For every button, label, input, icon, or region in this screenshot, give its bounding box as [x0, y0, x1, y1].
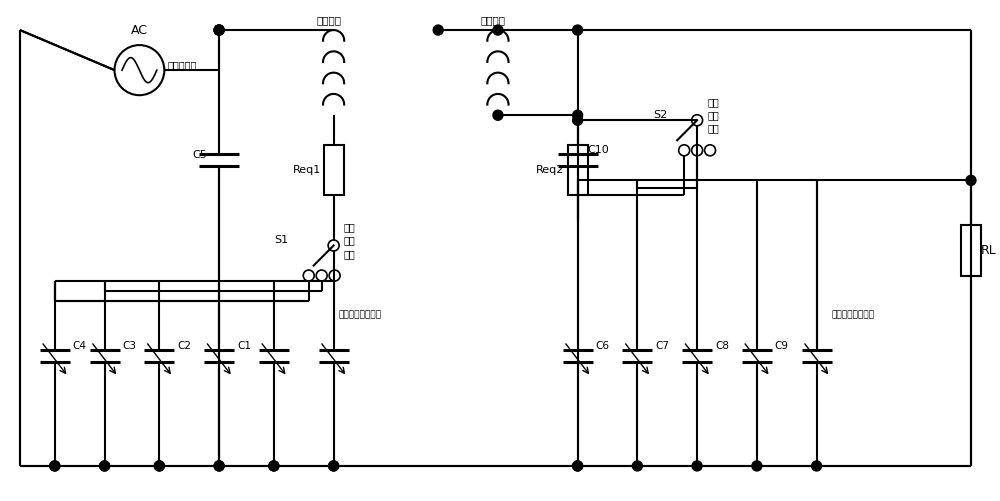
- Text: C7: C7: [655, 341, 669, 351]
- Circle shape: [269, 461, 279, 471]
- Text: S2: S2: [653, 110, 667, 120]
- Circle shape: [493, 25, 503, 35]
- Circle shape: [50, 461, 60, 471]
- Circle shape: [154, 461, 164, 471]
- Circle shape: [100, 461, 110, 471]
- Text: C3: C3: [122, 341, 136, 351]
- Text: 可调谐振电容阵列: 可调谐振电容阵列: [339, 311, 382, 320]
- Text: C1: C1: [237, 341, 251, 351]
- Text: S1: S1: [275, 235, 289, 245]
- Text: 发射线圈: 发射线圈: [316, 15, 341, 25]
- Text: Req2: Req2: [536, 165, 565, 175]
- Circle shape: [214, 25, 224, 35]
- Text: RL: RL: [981, 244, 997, 257]
- Text: C4: C4: [73, 341, 87, 351]
- Circle shape: [752, 461, 762, 471]
- Circle shape: [573, 461, 583, 471]
- Circle shape: [214, 461, 224, 471]
- Circle shape: [214, 25, 224, 35]
- Circle shape: [966, 175, 976, 185]
- Circle shape: [100, 461, 110, 471]
- Text: C2: C2: [177, 341, 191, 351]
- Circle shape: [214, 461, 224, 471]
- Circle shape: [269, 461, 279, 471]
- Text: Req1: Req1: [292, 165, 321, 175]
- Text: AC: AC: [131, 24, 148, 37]
- Circle shape: [493, 110, 503, 120]
- Circle shape: [573, 115, 583, 125]
- Bar: [961, 225, 981, 276]
- Text: 多路
选择
开关: 多路 选择 开关: [707, 97, 719, 133]
- Circle shape: [329, 461, 339, 471]
- Circle shape: [433, 25, 443, 35]
- Circle shape: [573, 110, 583, 120]
- Text: C5: C5: [192, 150, 207, 160]
- Circle shape: [573, 25, 583, 35]
- Text: 多路
选择
开关: 多路 选择 开关: [344, 222, 355, 259]
- Circle shape: [50, 461, 60, 471]
- Circle shape: [214, 25, 224, 35]
- Text: 交流信号源: 交流信号源: [167, 60, 197, 70]
- Circle shape: [154, 461, 164, 471]
- Circle shape: [812, 461, 822, 471]
- Circle shape: [573, 461, 583, 471]
- Text: C10: C10: [588, 145, 609, 155]
- Circle shape: [632, 461, 642, 471]
- Bar: [324, 145, 344, 195]
- Bar: [568, 145, 588, 195]
- Text: C6: C6: [596, 341, 610, 351]
- Circle shape: [692, 461, 702, 471]
- Text: 接收线圈: 接收线圈: [480, 15, 505, 25]
- Text: 可调谐振电容阵列: 可调谐振电容阵列: [832, 311, 875, 320]
- Circle shape: [329, 461, 339, 471]
- Text: C9: C9: [775, 341, 789, 351]
- Text: C8: C8: [715, 341, 729, 351]
